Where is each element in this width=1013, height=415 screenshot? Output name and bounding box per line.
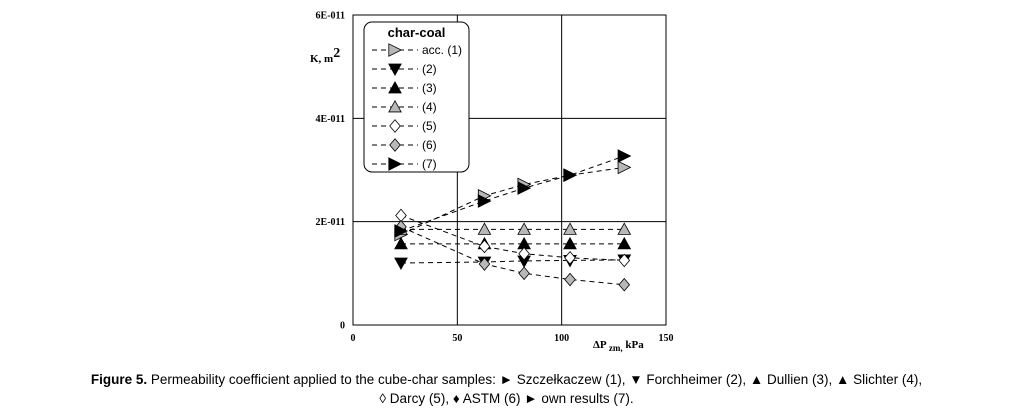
legend-marker xyxy=(388,63,402,77)
permeability-chart: 0 2E-011 4E-011 6E-011 0 50 100 150 K, m2 ΔP zm, … xyxy=(310,11,674,354)
data-point xyxy=(517,181,532,195)
y-tick-label: 0 xyxy=(340,321,345,332)
data-point xyxy=(618,277,631,292)
y-tick-label: 2E-011 xyxy=(316,217,345,228)
legend-marker xyxy=(389,119,401,133)
legend-marker xyxy=(388,80,402,94)
chart-area: 0 2E-011 4E-011 6E-011 0 50 100 150 K, m2 ΔP zm, … xyxy=(310,11,674,354)
data-point xyxy=(617,149,632,163)
data-point xyxy=(564,272,576,287)
legend: char-coal acc. (1) (2) (3) (4) (5) (6) (7) xyxy=(363,21,470,173)
legend-label: acc. (1) xyxy=(422,43,462,57)
data-point xyxy=(563,236,577,250)
data-point xyxy=(394,257,408,271)
data-point xyxy=(518,246,530,261)
data-point xyxy=(478,257,491,271)
data-point xyxy=(617,160,632,175)
legend-title: char-coal xyxy=(388,25,446,40)
x-tick-label: 100 xyxy=(554,333,569,344)
data-point xyxy=(477,194,492,208)
legend-marker xyxy=(388,157,403,171)
data-point xyxy=(394,236,408,250)
legend-label: (3) xyxy=(422,81,437,95)
data-point xyxy=(563,222,577,235)
x-tick-label: 50 xyxy=(452,333,462,344)
x-tick-label: 0 xyxy=(351,333,356,344)
series-line xyxy=(400,166,625,236)
data-point xyxy=(394,224,409,238)
legend-label: (6) xyxy=(422,138,437,152)
y-tick-label: 6E-011 xyxy=(316,11,345,22)
series-5 xyxy=(395,208,631,268)
y-axis-label: K, m2 xyxy=(310,46,340,65)
data-point xyxy=(477,222,492,235)
legend-box xyxy=(363,21,470,173)
caption-label: Figure 5. xyxy=(90,372,148,387)
figure-caption: Figure 5. Permeability coefficient appli… xyxy=(0,370,1013,408)
caption-line-1: Figure 5. Permeability coefficient appli… xyxy=(0,370,1013,389)
y-tick-label: 4E-011 xyxy=(316,114,345,125)
caption-text-1: Permeability coefficient applied to the … xyxy=(150,372,923,387)
x-tick-label: 150 xyxy=(659,333,674,344)
data-point xyxy=(618,253,631,268)
legend-label: (7) xyxy=(422,157,437,171)
data-point xyxy=(617,236,632,250)
data-point xyxy=(478,239,491,254)
caption-line-2: ◊ Darcy (5), ♦ ASTM (6) ► own results (7… xyxy=(379,391,634,406)
data-point xyxy=(617,222,632,235)
legend-label: (4) xyxy=(422,100,437,114)
series-line xyxy=(400,259,625,264)
series-7 xyxy=(394,149,632,238)
data-point xyxy=(517,222,531,235)
legend-marker xyxy=(388,43,403,57)
legend-label: (5) xyxy=(422,119,437,133)
data-point xyxy=(563,168,578,183)
data-point xyxy=(518,266,530,281)
legend-label: (2) xyxy=(422,62,437,76)
x-axis-label: ΔP zm, kPa xyxy=(593,339,644,353)
data-point xyxy=(564,251,576,265)
legend-marker xyxy=(389,138,401,152)
legend-marker xyxy=(388,99,402,113)
